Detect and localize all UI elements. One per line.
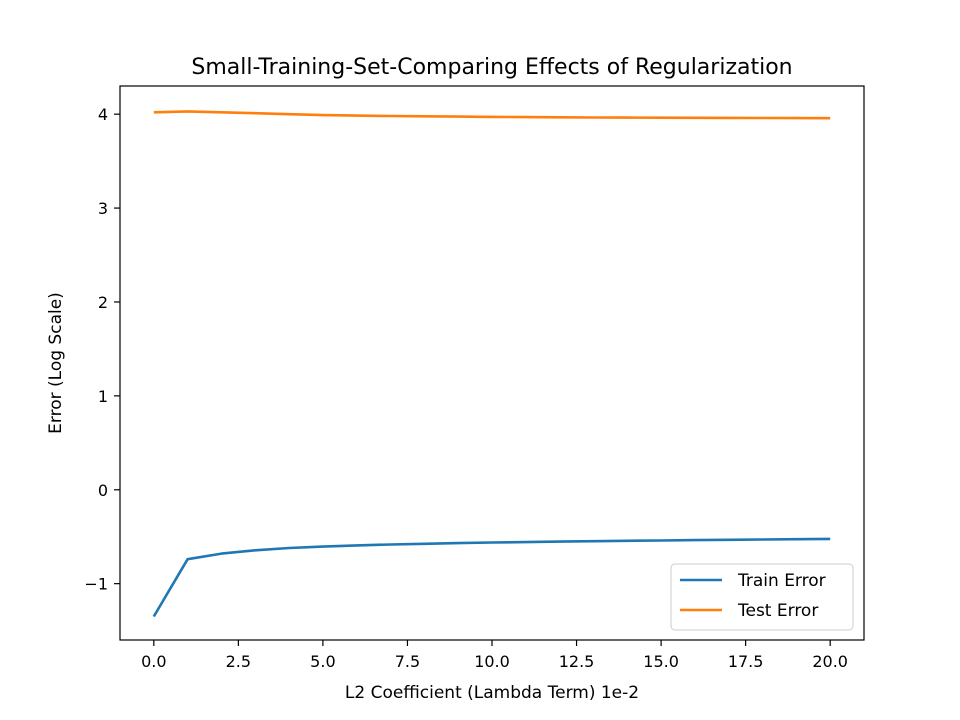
y-axis-label: Error (Log Scale) <box>46 292 66 434</box>
y-tick-label: 0 <box>98 481 108 500</box>
y-tick-label: 3 <box>98 199 108 218</box>
x-axis-label: L2 Coefficient (Lambda Term) 1e-2 <box>345 683 639 703</box>
y-tick-label: 1 <box>98 387 108 406</box>
x-tick-label: 20.0 <box>812 652 848 671</box>
legend: Train Error Test Error <box>670 563 854 631</box>
legend-label-train-error: Train Error <box>737 571 826 591</box>
x-tick-label: 0.0 <box>141 652 166 671</box>
y-tick-label: 4 <box>98 105 108 124</box>
x-axis-ticks: 0.0 2.5 5.0 7.5 10.0 12.5 15.0 17.5 20.0 <box>141 640 848 671</box>
x-tick-label: 7.5 <box>395 652 420 671</box>
series-line-train-error <box>152 537 831 618</box>
y-tick-label: 2 <box>98 293 108 312</box>
y-axis-ticks: −1 0 1 2 3 4 <box>84 105 120 594</box>
plot-lines <box>152 110 831 618</box>
x-tick-label: 5.0 <box>310 652 335 671</box>
x-tick-label: 10.0 <box>474 652 510 671</box>
x-tick-label: 15.0 <box>643 652 679 671</box>
legend-label-test-error: Test Error <box>737 601 818 621</box>
y-tick-label: −1 <box>84 575 108 594</box>
x-tick-label: 17.5 <box>728 652 764 671</box>
chart-title: Small-Training-Set-Comparing Effects of … <box>191 55 792 80</box>
x-tick-label: 12.5 <box>559 652 595 671</box>
series-line-test-error <box>153 110 831 120</box>
x-tick-label: 2.5 <box>226 652 251 671</box>
